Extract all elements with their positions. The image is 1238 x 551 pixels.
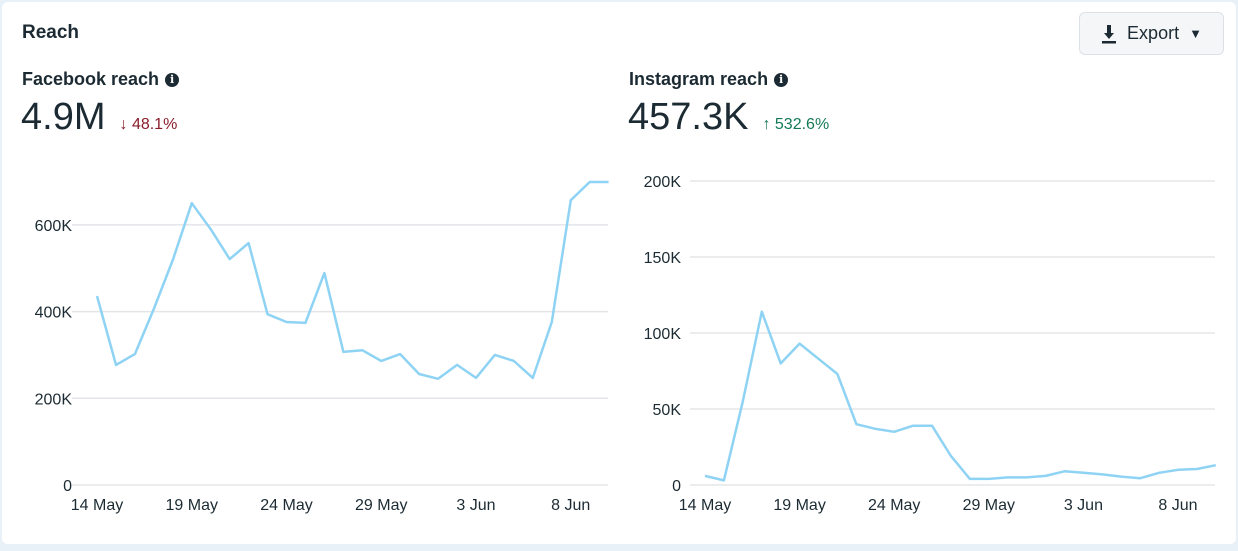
arrow-up-icon: ↑ xyxy=(762,116,771,133)
metric-value-text: 4.9M xyxy=(21,96,106,138)
instagram-reach-label: Instagram reach i xyxy=(629,69,789,90)
download-icon xyxy=(1102,24,1117,43)
info-icon[interactable]: i xyxy=(165,72,180,87)
x-tick-label: 29 May xyxy=(963,497,1015,514)
series-line xyxy=(95,180,609,381)
metric-value-text: 457.3K xyxy=(628,96,749,138)
metric-label-text: Instagram reach xyxy=(629,69,769,89)
x-tick-label: 24 May xyxy=(868,497,920,514)
x-tick-label: 8 Jun xyxy=(1158,497,1197,514)
info-icon[interactable]: i xyxy=(774,72,789,87)
y-tick-label: 100K xyxy=(644,326,682,343)
y-tick-label: 150K xyxy=(644,250,682,267)
x-tick-label: 19 May xyxy=(166,497,218,514)
instagram-reach-value: 457.3K ↑ 532.6% xyxy=(628,96,829,139)
x-tick-label: 14 May xyxy=(71,497,123,514)
card-title: Reach xyxy=(22,22,80,43)
y-tick-label: 0 xyxy=(672,478,681,495)
facebook-reach-label: Facebook reach i xyxy=(22,69,180,90)
delta-text: 48.1% xyxy=(131,116,178,133)
y-tick-label: 600K xyxy=(35,218,73,235)
export-button[interactable]: Export ▼ xyxy=(1079,12,1224,55)
x-tick-label: 3 Jun xyxy=(456,497,495,514)
caret-down-icon: ▼ xyxy=(1189,26,1202,41)
instagram-reach-chart: 0 50K 100K 150K 200K 14 May 19 May 24 May 29 May… xyxy=(644,174,1217,514)
arrow-down-icon: ↓ xyxy=(119,116,128,133)
y-tick-label: 0 xyxy=(63,478,72,495)
x-tick-label: 29 May xyxy=(355,497,407,514)
x-tick-label: 8 Jun xyxy=(551,497,590,514)
export-label: Export xyxy=(1127,23,1180,43)
x-tick-label: 14 May xyxy=(679,497,731,514)
delta-badge: ↓ 48.1% xyxy=(119,116,177,134)
x-tick-label: 19 May xyxy=(773,497,825,514)
delta-text: 532.6% xyxy=(774,116,830,133)
facebook-reach-value: 4.9M ↓ 48.1% xyxy=(21,96,177,139)
y-tick-label: 200K xyxy=(35,391,73,408)
y-tick-label: 200K xyxy=(644,174,682,191)
series-line xyxy=(704,310,1217,482)
x-tick-label: 3 Jun xyxy=(1064,497,1103,514)
y-tick-label: 400K xyxy=(35,305,73,322)
metric-label-text: Facebook reach xyxy=(22,69,160,89)
facebook-reach-chart: 0 200K 400K 600K 14 May 19 May 24 May 29 May 3 J… xyxy=(35,180,609,514)
delta-badge: ↑ 532.6% xyxy=(762,116,829,134)
y-tick-label: 50K xyxy=(653,402,682,419)
x-tick-label: 24 May xyxy=(260,497,312,514)
